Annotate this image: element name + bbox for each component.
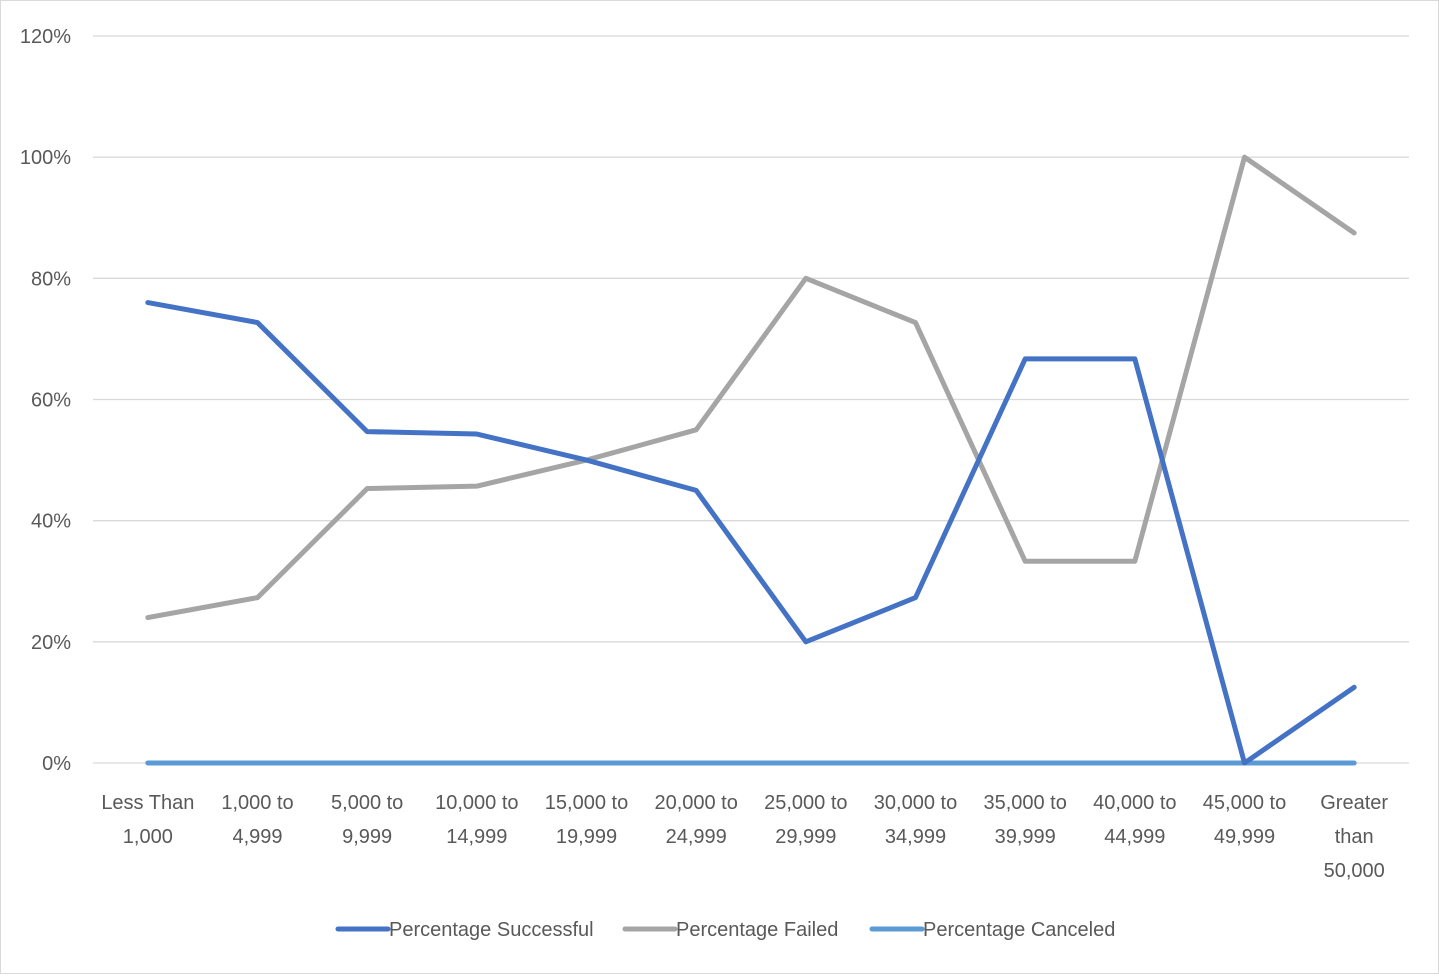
legend-item: Percentage Successful bbox=[338, 919, 594, 941]
series-line-1 bbox=[148, 157, 1354, 617]
legend: Percentage Successful Percentage Failed Pe… bbox=[338, 919, 1115, 941]
y-axis-tick-labels: 0% 20% 40% 60% 80% 100% 120% bbox=[20, 26, 71, 775]
y-tick-label: 80% bbox=[31, 268, 71, 290]
y-tick-label: 120% bbox=[20, 26, 71, 48]
y-tick-label: 20% bbox=[31, 632, 71, 654]
y-tick-label: 100% bbox=[20, 147, 71, 169]
gridlines bbox=[93, 36, 1409, 763]
y-tick-label: 60% bbox=[31, 390, 71, 412]
legend-item: Percentage Canceled bbox=[872, 919, 1115, 941]
legend-item: Percentage Failed bbox=[625, 919, 838, 941]
y-tick-label: 40% bbox=[31, 511, 71, 533]
legend-label: Percentage Successful bbox=[389, 919, 594, 941]
series-line-0 bbox=[148, 303, 1354, 763]
legend-label: Percentage Failed bbox=[676, 919, 838, 941]
y-tick-label: 0% bbox=[42, 753, 71, 775]
legend-label: Percentage Canceled bbox=[923, 919, 1115, 941]
series-lines bbox=[148, 157, 1355, 763]
